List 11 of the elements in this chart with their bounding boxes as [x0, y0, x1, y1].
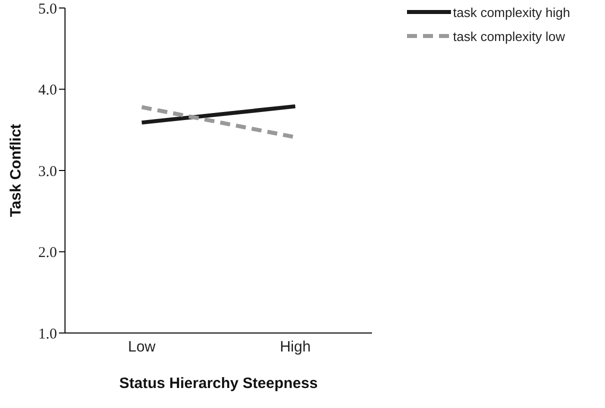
y-tick-label: 3.0 [38, 164, 57, 180]
y-tick-label: 1.0 [38, 326, 57, 342]
x-axis-title: Status Hierarchy Steepness [119, 375, 318, 392]
y-tick-label: 5.0 [38, 1, 57, 18]
y-tick-label: 4.0 [38, 82, 57, 99]
legend-label: task complexity high [453, 4, 570, 20]
y-axis-title: Task Conflict [7, 124, 24, 218]
x-tick-label: High [280, 338, 311, 356]
legend-label: task complexity low [453, 28, 565, 44]
x-tick-label: Low [128, 338, 156, 356]
y-tick-label: 2.0 [38, 245, 57, 262]
